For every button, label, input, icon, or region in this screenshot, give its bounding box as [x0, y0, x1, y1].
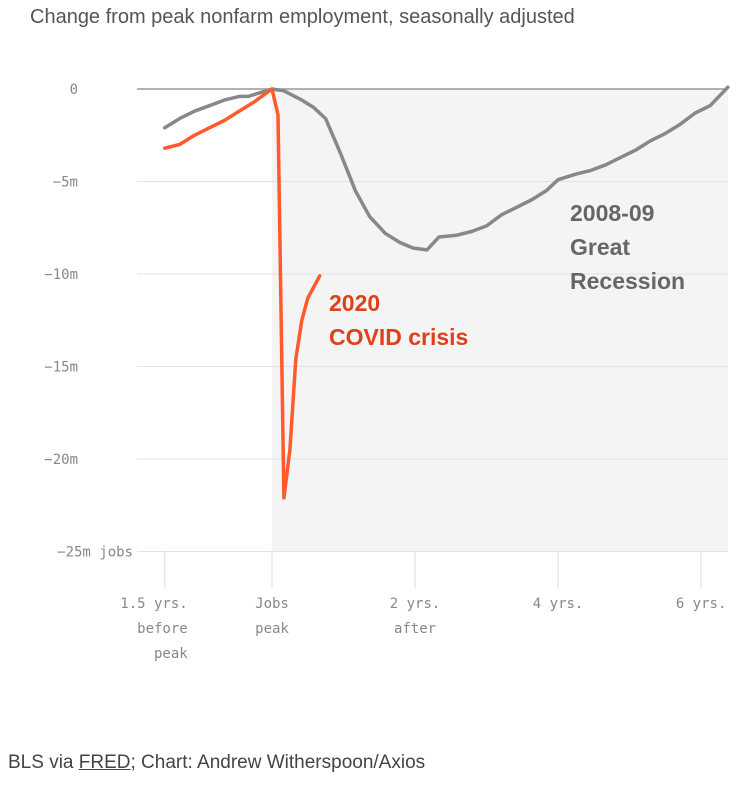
- series-label: Recession: [570, 268, 685, 294]
- source-note: BLS via FRED; Chart: Andrew Witherspoon/…: [8, 752, 425, 774]
- source-prefix: BLS via: [8, 752, 79, 773]
- series-label: COVID crisis: [329, 324, 468, 350]
- series-line-great-recession: [162, 85, 730, 252]
- x-tick-label: 6 yrs.: [676, 596, 727, 612]
- x-tick-label: before: [137, 621, 188, 637]
- source-suffix: ; Chart: Andrew Witherspoon/Axios: [130, 752, 426, 773]
- y-tick-label: −20m: [44, 452, 78, 468]
- series-label: 2020: [329, 290, 380, 316]
- x-tick-label: 2 yrs.: [390, 596, 441, 612]
- y-tick-label: −5m: [53, 175, 78, 191]
- y-tick-label: −25m jobs: [57, 545, 133, 561]
- y-tick-label: −10m: [44, 267, 78, 283]
- series-line-covid: [162, 87, 322, 500]
- chart-title: Change from peak nonfarm employment, sea…: [30, 6, 575, 28]
- x-tick-label: peak: [255, 621, 289, 637]
- x-tick-label: 1.5 yrs.: [120, 596, 187, 612]
- y-tick-label: −15m: [44, 360, 78, 376]
- x-tick-label: after: [394, 621, 436, 637]
- y-tick-label: 0: [70, 82, 78, 98]
- x-tick-label: Jobs: [255, 596, 289, 612]
- series-label: 2008-09: [570, 200, 654, 226]
- shaded-region: [272, 89, 728, 552]
- series-label: Great: [570, 234, 630, 260]
- x-tick-label: peak: [154, 646, 188, 662]
- fred-link[interactable]: FRED: [78, 752, 131, 773]
- x-tick-label: 4 yrs.: [533, 596, 584, 612]
